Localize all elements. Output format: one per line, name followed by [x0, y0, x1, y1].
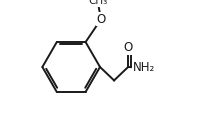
Text: CH₃: CH₃ [88, 0, 107, 6]
Text: O: O [96, 13, 106, 26]
Text: O: O [124, 41, 133, 54]
Text: NH₂: NH₂ [132, 61, 155, 74]
